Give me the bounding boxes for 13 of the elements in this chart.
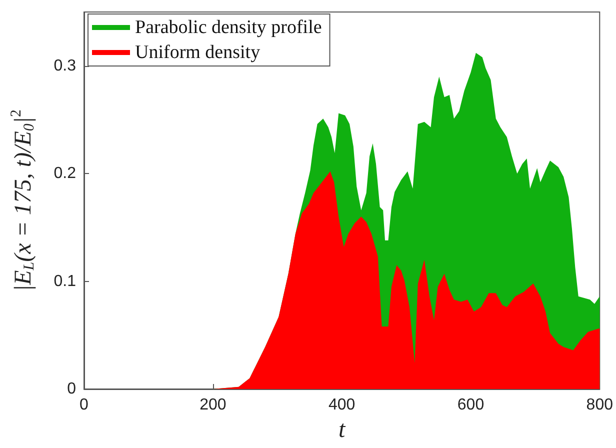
x-tick-label: 200 [200,396,226,414]
y-axis-title: |EL(x = 175, t)/E0|2 [8,109,38,292]
y-tick-label: 0.3 [54,57,76,74]
x-tick-label: 400 [328,396,356,414]
y-tick-label: 0.1 [54,272,76,290]
legend-label: Uniform density [135,42,261,63]
y-tick-label: 0 [67,380,76,398]
legend-label: Parabolic density profile [135,17,322,38]
x-tick-label: 0 [80,396,89,414]
y-tick-label: 0.2 [54,165,76,182]
x-axis-title: t [338,416,346,443]
x-tick-label: 800 [586,396,614,414]
x-tick-label: 600 [457,396,484,414]
